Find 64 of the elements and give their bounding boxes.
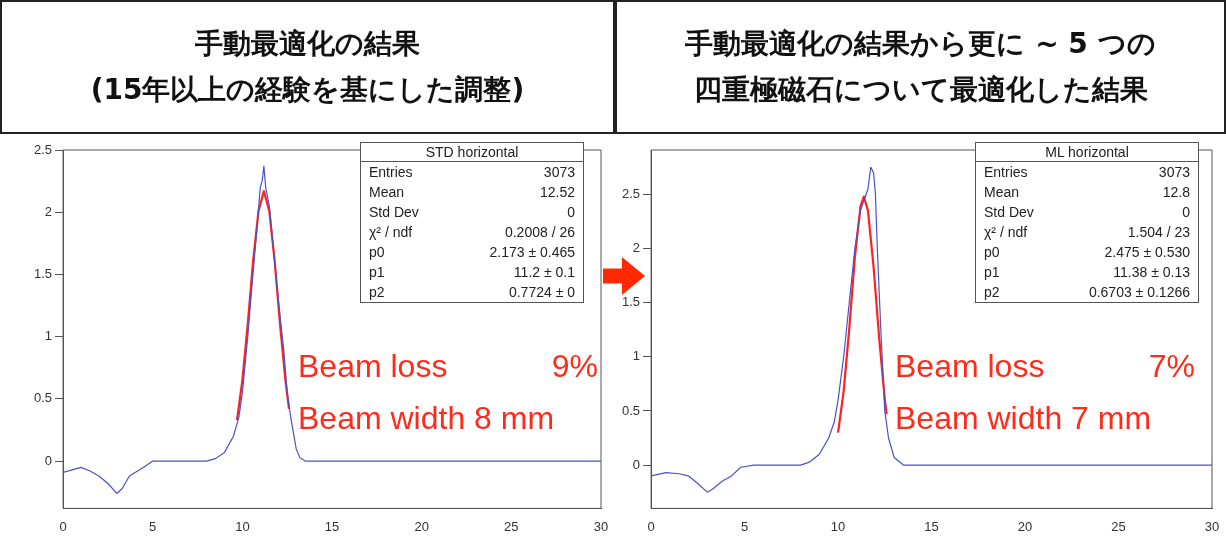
- y-tick-label: 1: [632, 348, 641, 364]
- annotation: χ² / ndf: [369, 223, 413, 242]
- annotation: 0: [567, 203, 575, 222]
- annotation: 11.2 ± 0.1: [513, 263, 575, 282]
- y-tick-label: 2.5: [33, 141, 53, 157]
- annotation: p1: [369, 263, 385, 282]
- annotation: 0.2008 / 26: [504, 223, 575, 242]
- x-tick-label: 30: [1204, 518, 1220, 534]
- annotation: 12.8: [1162, 183, 1190, 202]
- x-tick-label: 25: [504, 518, 519, 534]
- x-tick-label: 10: [235, 518, 250, 534]
- annotation: Entries: [984, 163, 1028, 182]
- annotation: 3073: [1158, 163, 1190, 182]
- annotation: p0: [984, 243, 1000, 262]
- annotation: Std Dev: [984, 203, 1034, 222]
- y-tick-label: 0: [632, 456, 641, 472]
- x-tick-label: 0: [59, 518, 67, 534]
- annotation: 2.173 ± 0.465: [489, 243, 575, 262]
- annotation: 1.504 / 23: [1127, 223, 1190, 242]
- x-tick-label: 25: [1111, 518, 1126, 534]
- annotation: Std Dev: [369, 203, 419, 222]
- annotation: 2.475 ± 0.530: [1104, 243, 1190, 262]
- annotation: Entries: [369, 163, 413, 182]
- x-tick-label: 5: [740, 518, 749, 534]
- y-tick-label: 0.5: [33, 390, 53, 406]
- annotation: p2: [369, 283, 385, 302]
- x-tick-label: 30: [593, 518, 609, 534]
- x-tick-label: 5: [149, 518, 157, 534]
- annotation: 0: [1182, 203, 1190, 222]
- chart-title: 手動最適化の結果から更に ~ 5 つの四重極磁石について最適化した結果: [684, 26, 1157, 108]
- x-tick-label: 10: [830, 518, 846, 534]
- x-tick-label: 15: [924, 518, 939, 534]
- annotation: 9%: [551, 347, 598, 386]
- y-tick-label: 0.5: [621, 402, 641, 418]
- annotation: Mean: [984, 183, 1020, 202]
- annotation: p0: [369, 243, 385, 262]
- annotation: 7%: [1148, 347, 1195, 386]
- annotation: Mean: [369, 183, 405, 202]
- annotation: 11.38 ± 0.13: [1113, 263, 1190, 282]
- y-tick-label: 1.5: [621, 294, 641, 310]
- annotation: STD horizontal: [361, 143, 583, 162]
- chart-title: 手動最適化の結果 (15年以上の経験を基にした調整): [90, 26, 525, 108]
- x-tick-label: 0: [647, 518, 655, 534]
- annotation: 0.7724 ± 0: [508, 283, 575, 302]
- annotation: Beam loss: [298, 347, 448, 386]
- y-tick-label: 2: [632, 240, 641, 256]
- y-tick-label: 2.5: [621, 185, 641, 201]
- annotation: 12.52: [539, 183, 575, 202]
- annotation: Beam loss: [895, 347, 1045, 386]
- x-tick-label: 20: [414, 518, 429, 534]
- y-tick-label: 1: [44, 328, 53, 344]
- x-tick-label: 15: [324, 518, 340, 534]
- annotation: p1: [984, 263, 1000, 282]
- y-tick-label: 0: [44, 452, 53, 468]
- annotation: p2: [984, 283, 1000, 302]
- annotation: χ² / ndf: [984, 223, 1028, 242]
- y-tick-label: 2: [44, 203, 53, 219]
- x-tick-label: 20: [1017, 518, 1033, 534]
- annotation: 0.6703 ± 0.1266: [1088, 283, 1190, 302]
- y-tick-label: 1.5: [33, 266, 53, 282]
- annotation: 3073: [543, 163, 575, 182]
- annotation: Beam width 8 mm: [298, 399, 556, 438]
- annotation: ML horizontal: [976, 143, 1198, 162]
- annotation: Beam width 7 mm: [895, 399, 1153, 438]
